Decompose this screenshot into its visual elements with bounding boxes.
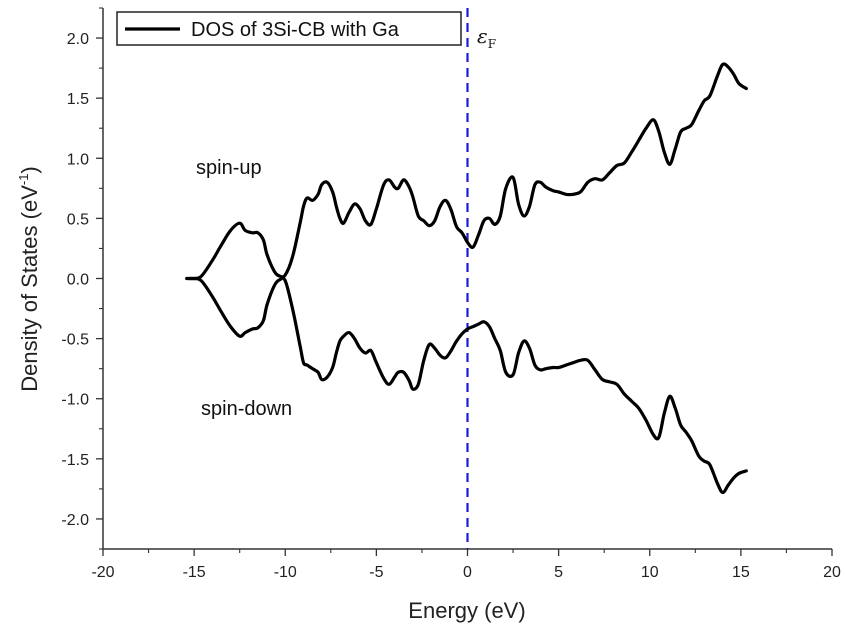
axis-ticks — [96, 7, 833, 556]
x-tick-label: 10 — [641, 564, 659, 581]
x-tick-label: 5 — [554, 564, 563, 581]
y-axis-title-tail: ) — [17, 166, 42, 173]
series-spin-up-line — [185, 62, 748, 281]
x-tick-label: -20 — [91, 564, 114, 581]
fermi-subscript: F — [488, 37, 496, 51]
series-spin-down-line — [185, 276, 748, 495]
y-tick-label: 0.5 — [67, 211, 89, 228]
x-tick-label: 0 — [463, 564, 472, 581]
x-axis-title: Energy (eV) — [408, 598, 525, 623]
y-axis-title-superscript: -1 — [16, 174, 31, 186]
x-tick-label: -15 — [183, 564, 206, 581]
x-tick-label: 20 — [823, 564, 841, 581]
fermi-label: εF — [477, 24, 496, 51]
y-axis-title: Density of States (eV-1) — [16, 166, 42, 392]
y-tick-label: -1.5 — [61, 452, 89, 469]
annotation-spin-up: spin-up — [196, 157, 262, 179]
legend: DOS of 3Si-CB with Ga — [116, 11, 462, 46]
legend-label: DOS of 3Si-CB with Ga — [191, 19, 400, 41]
y-tick-label: -1.0 — [61, 392, 89, 409]
x-tick-label: 15 — [732, 564, 750, 581]
y-tick-label: 2.0 — [67, 31, 89, 48]
y-tick-label: -2.0 — [61, 512, 89, 529]
x-tick-label: -5 — [369, 564, 383, 581]
y-tick-label: -0.5 — [61, 332, 89, 349]
y-tick-label: 1.5 — [67, 91, 89, 108]
x-tick-label: -10 — [274, 564, 297, 581]
y-tick-label: 1.0 — [67, 151, 89, 168]
annotation-spin-down: spin-down — [201, 398, 292, 420]
axis-tick-labels: -20 -15 -10 -5 0 5 10 15 20 2.0 1.5 1.0 0.5 0.0 -0.5 -1… — [61, 31, 841, 581]
y-tick-label: 0.0 — [67, 272, 89, 289]
